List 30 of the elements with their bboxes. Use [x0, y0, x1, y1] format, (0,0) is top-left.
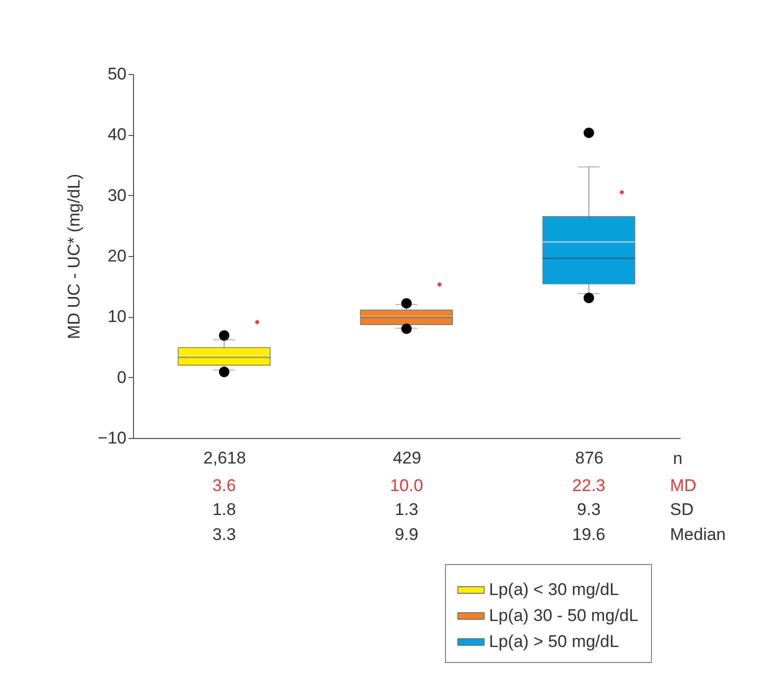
text: 1.8	[212, 500, 236, 519]
y-axis-title: MD UC - UC* (mg/dL)	[64, 174, 84, 340]
y-tick-label: 30	[108, 186, 126, 205]
point	[619, 190, 624, 195]
text: n	[673, 449, 682, 468]
text: 22.3	[572, 476, 606, 495]
x-tick-label: 429	[392, 448, 422, 468]
text: 3.3	[212, 525, 236, 544]
y-tick-label: 10	[108, 307, 126, 326]
y-tick-label: 50	[108, 64, 126, 84]
point	[254, 320, 260, 325]
text: SD	[670, 500, 694, 519]
text: 9.9	[394, 525, 418, 544]
text: 9.3	[577, 500, 601, 519]
text: 3.6	[212, 476, 236, 495]
y-tick-label: 40	[108, 125, 126, 144]
text: Median	[670, 525, 726, 544]
y-tick-label: 20	[108, 246, 126, 266]
point	[436, 282, 442, 288]
text: 1.3	[394, 500, 418, 519]
y-tick-label: −10	[98, 428, 126, 448]
legend-label: Lp(a) > 50 mg/dL	[489, 632, 619, 651]
x-tick-label: 876	[575, 448, 604, 468]
text: MD	[670, 476, 696, 495]
x-tick-label: 2,618	[203, 448, 246, 468]
text: 19.6	[572, 525, 606, 544]
legend-label: Lp(a) < 30 mg/dL	[489, 580, 619, 599]
y-tick-label: 0	[117, 368, 126, 387]
legend-label: Lp(a) 30 - 50 mg/dL	[489, 606, 638, 625]
text: 10.0	[390, 476, 424, 495]
